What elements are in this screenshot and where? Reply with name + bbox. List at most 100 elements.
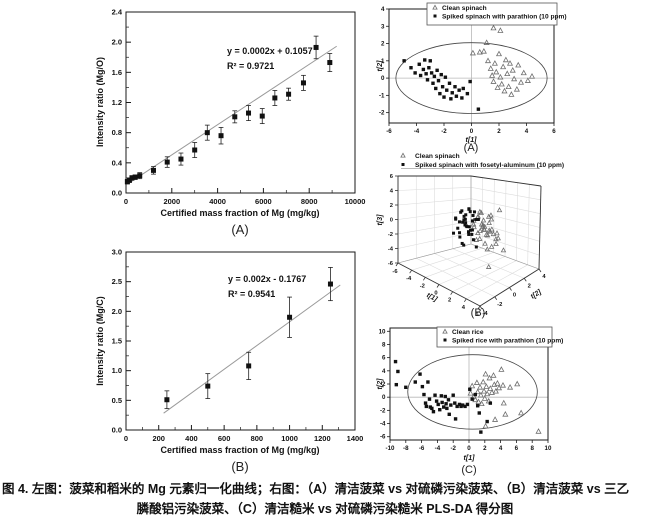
plsda-spinach-fosetyl-3d-plot: -6 -4 -2 0 2 4 6 -4 -2 0 2 4 -6 -4 -2 0 2 4 6 t[1] t[2] t[3] C…: [375, 150, 650, 320]
svg-text:(B): (B): [471, 307, 486, 319]
chart-svg: 0 200 400 600 800 1000 1200 1400 0.0 0.5 1.0 1.5 2.0…: [95, 248, 364, 475]
svg-text:4: 4: [542, 274, 546, 280]
svg-text:-6: -6: [386, 128, 392, 135]
svg-text:-4: -4: [388, 247, 394, 253]
svg-text:-2: -2: [441, 128, 447, 135]
svg-text:1400: 1400: [347, 434, 364, 443]
svg-text:10: 10: [545, 445, 552, 452]
caption-line-2: 膦酸铝污染菠菜、（C）清洁糙米 vs 对硫磷污染糙米 PLS-DA 得分图: [136, 502, 514, 516]
svg-text:-2: -2: [420, 283, 425, 289]
svg-text:0: 0: [124, 434, 128, 443]
svg-text:2.0: 2.0: [112, 307, 122, 316]
caption-line-1: 图 4. 左图：菠菜和稻米的 Mg 元素归一化曲线；右图：（A）清洁菠菜 vs …: [2, 482, 630, 496]
svg-text:-6: -6: [388, 261, 394, 267]
mg-c-calibration-plot: 0 200 400 600 800 1000 1200 1400 0.0 0.5 1.0 1.5 2.0…: [0, 238, 370, 478]
svg-text:-4: -4: [435, 445, 441, 452]
svg-text:0.0: 0.0: [112, 189, 122, 198]
svg-text:Spiked spinach with fosetyl-al: Spiked spinach with fosetyl-aluminum (10…: [415, 162, 564, 169]
svg-text:0.0: 0.0: [112, 426, 122, 435]
svg-text:(B): (B): [231, 459, 248, 474]
svg-text:y = 0.0002x + 0.1057: y = 0.0002x + 0.1057: [227, 46, 313, 56]
svg-text:2.5: 2.5: [112, 277, 122, 286]
svg-text:0: 0: [467, 445, 471, 452]
svg-text:400: 400: [185, 434, 198, 443]
plsda-rice-parathion-plot: -10 -8 -6 -4 -2 0 2 4 6 8 10 -6 -4 -2 0 2 4 6 8 10 Clean ric…: [375, 318, 650, 478]
svg-text:y = 0.002x - 0.1767: y = 0.002x - 0.1767: [228, 274, 306, 284]
svg-text:6: 6: [475, 312, 479, 318]
svg-text:-2: -2: [380, 407, 386, 414]
svg-text:2: 2: [448, 298, 451, 304]
svg-text:t[3]: t[3]: [377, 214, 384, 226]
figure-caption: 图 4. 左图：菠菜和稻米的 Mg 元素归一化曲线；右图：（A）清洁菠菜 vs …: [0, 479, 650, 519]
svg-text:-4: -4: [380, 421, 386, 428]
svg-text:3: 3: [381, 23, 385, 30]
svg-text:1.5: 1.5: [112, 337, 122, 346]
svg-text:-4: -4: [482, 311, 488, 317]
svg-text:4: 4: [462, 305, 466, 311]
svg-text:-1: -1: [379, 92, 385, 99]
svg-text:3.0: 3.0: [112, 248, 122, 257]
svg-text:Clean spinach: Clean spinach: [415, 153, 460, 160]
svg-text:1000: 1000: [281, 434, 298, 443]
svg-text:1.6: 1.6: [112, 68, 122, 77]
svg-text:10000: 10000: [345, 197, 366, 206]
svg-text:2: 2: [381, 41, 385, 48]
svg-text:6: 6: [515, 445, 519, 452]
svg-text:t[2]: t[2]: [377, 60, 384, 72]
svg-text:0: 0: [124, 197, 128, 206]
svg-text:2000: 2000: [163, 197, 180, 206]
svg-text:t[2]: t[2]: [530, 288, 544, 300]
svg-text:-6: -6: [419, 445, 425, 452]
svg-text:2.4: 2.4: [112, 8, 123, 17]
svg-text:0: 0: [513, 293, 516, 299]
svg-text:-8: -8: [403, 445, 409, 452]
svg-text:6000: 6000: [255, 197, 272, 206]
svg-text:0: 0: [390, 218, 393, 224]
svg-text:-2: -2: [497, 302, 502, 308]
chart-svg: -10 -8 -6 -4 -2 0 2 4 6 8 10 -6 -4 -2 0 2 4 6 8 10 Clean ric…: [377, 326, 563, 476]
mg-o-calibration-plot: 0 2000 4000 6000 8000 10000 0.0 0.4 0.8 1.2 1.6 2.0…: [0, 0, 370, 238]
svg-text:800: 800: [251, 434, 264, 443]
svg-text:t[1]: t[1]: [466, 137, 478, 144]
svg-text:0: 0: [381, 75, 385, 82]
svg-text:-2: -2: [379, 110, 385, 117]
svg-text:1: 1: [381, 58, 385, 65]
svg-text:R² = 0.9541: R² = 0.9541: [228, 289, 275, 299]
svg-text:t[2]: t[2]: [377, 378, 384, 390]
svg-text:2: 2: [528, 283, 531, 289]
svg-text:Clean rice: Clean rice: [452, 329, 484, 336]
svg-text:Spiked spinach with parathion: Spiked spinach with parathion (10 ppm): [442, 13, 567, 20]
svg-text:Certified mass fraction of Mg: Certified mass fraction of Mg (mg/kg): [160, 208, 319, 218]
svg-text:Intensity ratio (Mg/O): Intensity ratio (Mg/O): [95, 57, 105, 147]
svg-text:2: 2: [390, 203, 393, 209]
svg-text:6: 6: [390, 174, 394, 180]
chart-svg: 0 2000 4000 6000 8000 10000 0.0 0.4 0.8 1.2 1.6 2.0…: [95, 8, 366, 238]
svg-text:1.0: 1.0: [112, 366, 122, 375]
svg-text:-2: -2: [450, 445, 456, 452]
svg-text:200: 200: [152, 434, 165, 443]
svg-text:t[1]: t[1]: [425, 292, 438, 303]
svg-text:-2: -2: [388, 232, 393, 238]
svg-text:0: 0: [470, 128, 474, 135]
svg-text:Spiked rice with parathion (10: Spiked rice with parathion (10 ppm): [452, 337, 563, 344]
svg-text:R² = 0.9721: R² = 0.9721: [227, 61, 274, 71]
svg-text:4: 4: [499, 445, 503, 452]
svg-text:4: 4: [390, 189, 394, 195]
svg-text:t[1]: t[1]: [464, 455, 476, 462]
svg-text:(A): (A): [464, 142, 479, 154]
svg-text:(C): (C): [461, 464, 476, 476]
svg-text:4: 4: [381, 6, 385, 13]
svg-text:0: 0: [434, 291, 437, 297]
svg-text:Clean spinach: Clean spinach: [442, 5, 487, 12]
svg-text:2: 2: [497, 128, 501, 135]
svg-text:6: 6: [382, 355, 386, 362]
svg-text:Certified mass fraction of Mg: Certified mass fraction of Mg (mg/kg): [160, 445, 319, 455]
svg-text:-4: -4: [406, 276, 412, 282]
svg-text:-10: -10: [386, 445, 396, 452]
svg-text:4: 4: [382, 368, 386, 375]
svg-text:Intensity ratio (Mg/C): Intensity ratio (Mg/C): [95, 296, 105, 386]
svg-text:0: 0: [382, 394, 386, 401]
